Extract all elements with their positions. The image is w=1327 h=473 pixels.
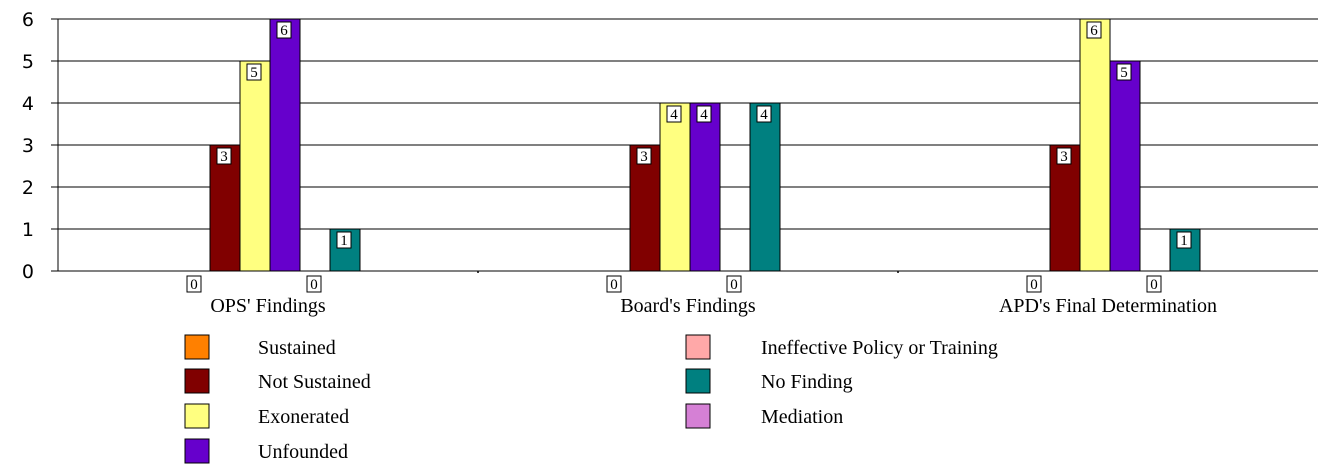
y-tick-label: 6 <box>22 9 34 31</box>
data-label-box <box>246 63 262 81</box>
legend-swatch <box>184 368 210 394</box>
data-label-box <box>216 147 232 165</box>
data-label: 6 <box>280 23 288 39</box>
data-label-box <box>336 231 352 249</box>
legend-swatch <box>184 403 210 429</box>
legend-label: No Finding <box>761 371 853 393</box>
data-label-box <box>696 105 712 123</box>
legend-label: Mediation <box>761 406 843 428</box>
data-label: 3 <box>640 149 648 165</box>
data-label: 3 <box>220 149 228 165</box>
data-label: 5 <box>1120 65 1128 81</box>
y-tick-label: 0 <box>22 261 34 283</box>
bar <box>239 60 271 272</box>
data-label-box <box>1056 147 1072 165</box>
y-tick-label: 3 <box>22 135 34 157</box>
y-axis: 0 1 2 3 4 5 6 <box>22 9 59 283</box>
legend-item: No Finding <box>685 368 853 394</box>
bar <box>749 102 781 272</box>
data-label-box <box>306 275 322 293</box>
data-label-box <box>726 275 742 293</box>
x-tick-label: OPS' Findings <box>210 295 326 317</box>
legend-item: Exonerated <box>184 403 349 429</box>
data-label: 0 <box>730 277 738 293</box>
legend-swatch <box>184 334 210 360</box>
data-label-box <box>636 147 652 165</box>
data-label: 5 <box>250 65 258 81</box>
legend-label: Ineffective Policy or Training <box>761 337 998 359</box>
data-label: 0 <box>1150 277 1158 293</box>
legend-swatch <box>685 403 711 429</box>
bar <box>659 102 691 272</box>
legend-swatch <box>184 438 210 464</box>
y-tick-label: 5 <box>22 51 34 73</box>
data-label-box <box>1086 21 1102 39</box>
legend-label: Not Sustained <box>258 371 371 393</box>
legend: Sustained Not Sustained Exonerated Unfounde… <box>184 334 998 464</box>
x-tick-label: Board's Findings <box>620 295 756 317</box>
data-label-box <box>186 275 202 293</box>
data-label-box <box>1146 275 1162 293</box>
data-label-box <box>1176 231 1192 249</box>
legend-item: Sustained <box>184 334 336 360</box>
bar <box>689 102 721 272</box>
data-label-box <box>1026 275 1042 293</box>
y-tick-label: 2 <box>22 177 34 199</box>
data-label: 3 <box>1060 149 1068 165</box>
data-label: 1 <box>340 233 348 249</box>
y-tick-label: 1 <box>22 219 34 241</box>
x-axis: OPS' Findings Board's Findings APD's Final… <box>58 270 1318 317</box>
legend-item: Not Sustained <box>184 368 371 394</box>
data-label: 0 <box>1030 277 1038 293</box>
data-label: 4 <box>700 107 708 123</box>
data-labels: 0 3 5 6 0 1 0 3 4 4 0 4 0 3 6 5 0 1 <box>186 21 1192 293</box>
bar <box>1079 18 1111 272</box>
data-label: 0 <box>610 277 618 293</box>
legend-label: Unfounded <box>258 441 348 463</box>
data-label-box <box>276 21 292 39</box>
bar <box>1109 60 1141 272</box>
data-label: 0 <box>310 277 318 293</box>
data-label-box <box>666 105 682 123</box>
y-tick-label: 4 <box>22 93 34 115</box>
x-tick-label: APD's Final Determination <box>999 295 1217 317</box>
data-label-box <box>606 275 622 293</box>
legend-swatch <box>685 334 711 360</box>
data-label: 1 <box>1180 233 1188 249</box>
bar <box>269 18 301 272</box>
bars <box>209 18 1201 272</box>
legend-label: Exonerated <box>258 406 349 428</box>
data-label: 6 <box>1090 23 1098 39</box>
legend-item: Ineffective Policy or Training <box>685 334 998 360</box>
legend-swatch <box>685 368 711 394</box>
legend-item: Mediation <box>685 403 843 429</box>
data-label-box <box>756 105 772 123</box>
data-label: 4 <box>670 107 678 123</box>
data-label: 4 <box>760 107 768 123</box>
data-label: 0 <box>190 277 198 293</box>
legend-item: Unfounded <box>184 438 348 464</box>
data-label-box <box>1116 63 1132 81</box>
legend-label: Sustained <box>258 337 336 359</box>
